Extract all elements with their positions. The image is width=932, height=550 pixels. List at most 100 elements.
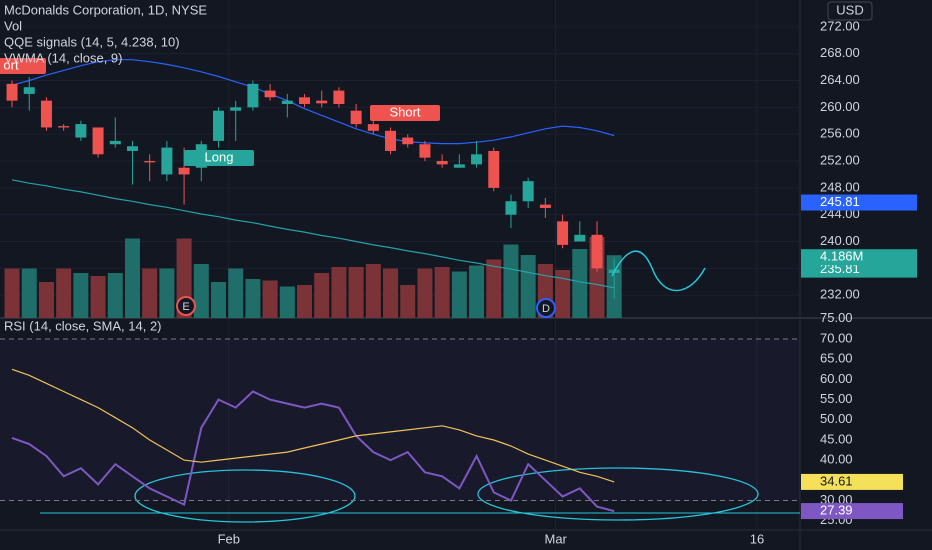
volume-tag: [801, 249, 917, 266]
candle-body: [574, 234, 586, 242]
candle-body: [539, 204, 551, 208]
currency[interactable]: USD: [836, 2, 863, 17]
volume-bar: [262, 280, 278, 318]
candle-body: [126, 146, 138, 151]
candle-body: [471, 154, 483, 165]
rsi-line: [11, 368, 615, 483]
volume-bar: [400, 285, 416, 318]
y-tick-label: 60.00: [820, 371, 853, 386]
candle-body: [333, 90, 345, 104]
signal-box: [370, 105, 440, 121]
candle-body: [264, 90, 276, 98]
value-tag: [801, 473, 903, 490]
signal-box: [184, 150, 254, 166]
x-tick-label: Feb: [218, 531, 240, 546]
candle-body: [6, 83, 18, 101]
volume-bar: [90, 276, 106, 318]
volume-bar: [142, 268, 158, 318]
candle-body: [350, 110, 362, 125]
volume-bar: [417, 268, 433, 318]
y-tick-label: 252.00: [820, 152, 860, 167]
rsi-line: [11, 390, 615, 513]
volume-bar: [383, 268, 399, 318]
indicator-label: QQE signals (14, 5, 4.238, 10): [4, 34, 180, 49]
currency-box[interactable]: [827, 1, 873, 21]
event-marker: [176, 296, 196, 316]
x-tick-label: Mar: [545, 531, 568, 546]
volume-bar: [520, 255, 536, 318]
candle-body: [453, 164, 465, 168]
y-tick-label: 232.00: [820, 287, 860, 302]
volume-bar: [434, 267, 450, 318]
candle-body: [436, 161, 448, 165]
volume-bar: [4, 268, 20, 318]
volume-bar: [159, 268, 175, 318]
signal-label: Short: [389, 104, 420, 119]
candle-body: [92, 127, 104, 155]
y-tick-label: 272.00: [820, 18, 860, 33]
candle-body: [299, 97, 311, 104]
candle-body: [230, 107, 242, 111]
y-tick-label: 40.00: [820, 452, 853, 467]
volume-bar: [279, 286, 295, 318]
y-tick-label: 45.00: [820, 431, 853, 446]
volume-tag-label: 4.186M: [820, 249, 863, 264]
y-tick-label: 260.00: [820, 99, 860, 114]
y-tick-label: 264.00: [820, 72, 860, 87]
price-tag: [801, 261, 917, 278]
volume-bar: [56, 268, 72, 318]
volume-bar: [193, 264, 209, 318]
candle-body: [178, 167, 190, 175]
volume-bar: [38, 282, 54, 318]
volume-bar: [314, 273, 330, 318]
candle-body: [212, 110, 224, 141]
y-tick-label: 256.00: [820, 126, 860, 141]
volume-bar: [245, 279, 261, 318]
volume-bar: [503, 244, 519, 318]
drawing-curve: [611, 250, 706, 292]
y-tick-label: 50.00: [820, 411, 853, 426]
candle-body: [58, 126, 70, 128]
candle-body: [40, 100, 52, 128]
candle-body: [109, 140, 121, 145]
volume-bar: [73, 273, 89, 318]
candle-body: [23, 87, 35, 94]
event-label: D: [542, 303, 550, 315]
rsi-band-fill: [0, 338, 800, 501]
event-label: E: [182, 301, 189, 313]
value-tag-label: 27.39: [820, 502, 853, 517]
candle-body: [247, 83, 259, 108]
chart-title: McDonalds Corporation, 1D, NYSE: [4, 2, 207, 17]
value-tag: [801, 503, 903, 520]
value-tag-label: 34.61: [820, 473, 853, 488]
candle-body: [557, 221, 569, 245]
signal-box: [0, 58, 46, 74]
drawing-ellipse: [477, 467, 759, 521]
y-tick-label: 65.00: [820, 351, 853, 366]
candle-body: [161, 147, 173, 175]
y-tick-label: 70.00: [820, 330, 853, 345]
candle-body: [385, 130, 397, 151]
volume-bar: [210, 282, 226, 318]
indicator-label: RSI (14, close, SMA, 14, 2): [4, 318, 162, 333]
signal-label: Long: [205, 149, 234, 164]
candle-body: [75, 124, 87, 138]
volume-bar: [451, 271, 467, 318]
candle-body: [505, 201, 517, 215]
y-tick-label: 55.00: [820, 391, 853, 406]
price-tag-label: 245.81: [820, 194, 860, 209]
candle-body: [281, 100, 293, 104]
indicator-label: Vol: [4, 18, 22, 33]
price-pane: ort Long Short E D: [0, 0, 800, 530]
volume-bar: [107, 273, 123, 318]
candle-body: [402, 137, 414, 145]
candle-body: [522, 181, 534, 202]
volume-bar: [21, 268, 37, 318]
event-marker: [536, 298, 556, 318]
signal-label: ort: [3, 57, 19, 72]
candle-body: [316, 100, 328, 104]
price-tag: [801, 194, 917, 211]
y-tick-label: 268.00: [820, 45, 860, 60]
volume-bar: [365, 264, 381, 318]
